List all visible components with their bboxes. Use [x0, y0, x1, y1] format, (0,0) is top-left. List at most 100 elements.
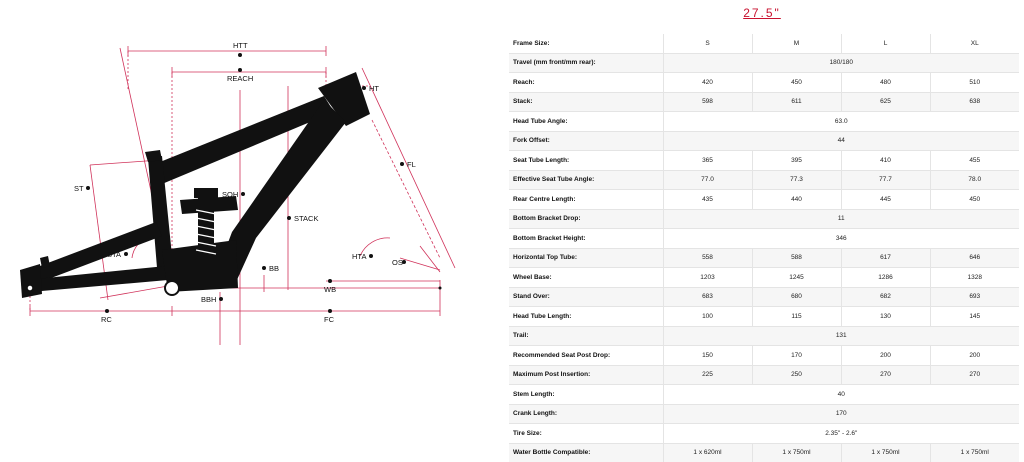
- row-value: 558: [662, 247, 752, 268]
- row-value: 445: [840, 189, 930, 209]
- row-value: 598: [662, 91, 752, 112]
- table-row: Bottom Bracket Height: 346: [509, 228, 1019, 248]
- row-value: 455: [929, 150, 1019, 170]
- row-label: Head Tube Angle:: [509, 111, 663, 131]
- row-label: Effective Seat Tube Angle:: [509, 169, 663, 190]
- row-value-all-sizes: 180/180: [662, 52, 1019, 73]
- row-label: Tire Size:: [509, 423, 663, 443]
- row-label: Bottom Bracket Drop:: [509, 208, 663, 229]
- label-htt: HTT: [233, 41, 248, 50]
- label-soh: SOH: [222, 190, 238, 199]
- row-value: 115: [751, 306, 841, 326]
- header-size-l: L: [840, 34, 930, 53]
- row-value: 450: [929, 189, 1019, 209]
- row-value: 435: [662, 189, 752, 209]
- table-row: Head Tube Length: 100 115 130 145: [509, 306, 1019, 326]
- row-value: 682: [840, 286, 930, 307]
- table-row: Fork Offset: 44: [509, 130, 1019, 151]
- table-row: Stack: 598 611 625 638: [509, 91, 1019, 112]
- table-row: Seat Tube Length: 365 395 410 455: [509, 150, 1019, 170]
- row-value-all-sizes: 346: [662, 228, 1019, 248]
- label-sta: STA: [107, 250, 121, 259]
- label-rc: RC: [101, 315, 112, 324]
- header-size-s: S: [662, 34, 752, 53]
- row-value: 77.0: [662, 169, 752, 190]
- row-value: 250: [751, 364, 841, 385]
- row-label: Travel (mm front/mm rear):: [509, 52, 663, 73]
- table-row: Horizontal Top Tube: 558 588 617 646: [509, 247, 1019, 268]
- row-value: 510: [929, 72, 1019, 92]
- label-bb: BB: [269, 264, 279, 273]
- row-value: 440: [751, 189, 841, 209]
- geometry-table-body: Frame Size: S M L XL Travel (mm front/mm…: [509, 34, 1019, 462]
- row-label: Maximum Post Insertion:: [509, 364, 663, 385]
- row-value: 1328: [929, 267, 1019, 287]
- table-row: Rear Centre Length: 435 440 445 450: [509, 189, 1019, 209]
- row-label: Head Tube Length:: [509, 306, 663, 326]
- table-row: Crank Length: 170: [509, 403, 1019, 424]
- row-value-all-sizes: 170: [662, 403, 1019, 424]
- table-row: Effective Seat Tube Angle: 77.0 77.3 77.7 78…: [509, 169, 1019, 190]
- row-label: Stem Length:: [509, 384, 663, 404]
- table-row: Stem Length: 40: [509, 384, 1019, 404]
- row-label: Reach:: [509, 72, 663, 92]
- wheel-size-title: 27.5": [743, 6, 781, 20]
- row-label: Crank Length:: [509, 403, 663, 424]
- row-value: 395: [751, 150, 841, 170]
- row-value: 1 x 750ml: [840, 442, 930, 462]
- header-frame-size-label: Frame Size:: [513, 39, 550, 47]
- row-value: 130: [840, 306, 930, 326]
- row-value: 480: [840, 72, 930, 92]
- row-value: 78.0: [929, 169, 1019, 190]
- row-value: 646: [929, 247, 1019, 268]
- table-row: Head Tube Angle: 63.0: [509, 111, 1019, 131]
- label-os: OS: [392, 258, 403, 267]
- row-label: Seat Tube Length:: [509, 150, 663, 170]
- row-value: 77.3: [751, 169, 841, 190]
- row-value-all-sizes: 131: [662, 325, 1019, 346]
- row-value: 270: [929, 364, 1019, 385]
- row-value: 200: [929, 345, 1019, 365]
- row-label: Stack:: [509, 91, 663, 112]
- header-size-m: M: [751, 34, 841, 53]
- row-value: 1245: [751, 267, 841, 287]
- row-value: 270: [840, 364, 930, 385]
- bike-geometry-diagram: HTT REACH HT FL ST SOH STACK STA BB HTA …: [20, 41, 456, 345]
- rear-axle: [26, 284, 34, 292]
- table-row: Water Bottle Compatible: 1 x 620ml 1 x 750…: [509, 442, 1019, 462]
- header-size-xl: XL: [929, 34, 1019, 53]
- row-value: 410: [840, 150, 930, 170]
- row-label: Trail:: [509, 325, 663, 346]
- row-value: 693: [929, 286, 1019, 307]
- row-value: 1203: [662, 267, 752, 287]
- row-value-all-sizes: 40: [662, 384, 1019, 404]
- row-label: Bottom Bracket Height:: [509, 228, 663, 248]
- row-label: Water Bottle Compatible:: [509, 442, 663, 462]
- label-bbh: BBH: [201, 295, 216, 304]
- row-value: 680: [751, 286, 841, 307]
- row-value: 1 x 750ml: [929, 442, 1019, 462]
- geometry-table: Frame Size: S M L XL Travel (mm front/mm…: [509, 34, 1019, 462]
- table-row: Wheel Base: 1203 1245 1286 1328: [509, 267, 1019, 287]
- row-value: 638: [929, 91, 1019, 112]
- table-row: Reach: 420 450 480 510: [509, 72, 1019, 92]
- row-value: 625: [840, 91, 930, 112]
- row-value: 1 x 620ml: [662, 442, 752, 462]
- row-label: Wheel Base:: [509, 267, 663, 287]
- row-value: 420: [662, 72, 752, 92]
- bike-frame: [20, 72, 370, 298]
- row-label: Stand Over:: [509, 286, 663, 307]
- table-row: Tire Size: 2.35" - 2.6": [509, 423, 1019, 443]
- row-value: 200: [840, 345, 930, 365]
- label-stack: STACK: [294, 214, 318, 223]
- label-fc: FC: [324, 315, 335, 324]
- table-row: Recommended Seat Post Drop: 150 170 200 200: [509, 345, 1019, 365]
- row-value: 100: [662, 306, 752, 326]
- row-label: Recommended Seat Post Drop:: [509, 345, 663, 365]
- row-value: 150: [662, 345, 752, 365]
- row-value: 611: [751, 91, 841, 112]
- label-ht: HT: [369, 84, 379, 93]
- rear-shock-spring: [195, 209, 217, 255]
- table-row: Bottom Bracket Drop: 11: [509, 208, 1019, 229]
- row-value: 617: [840, 247, 930, 268]
